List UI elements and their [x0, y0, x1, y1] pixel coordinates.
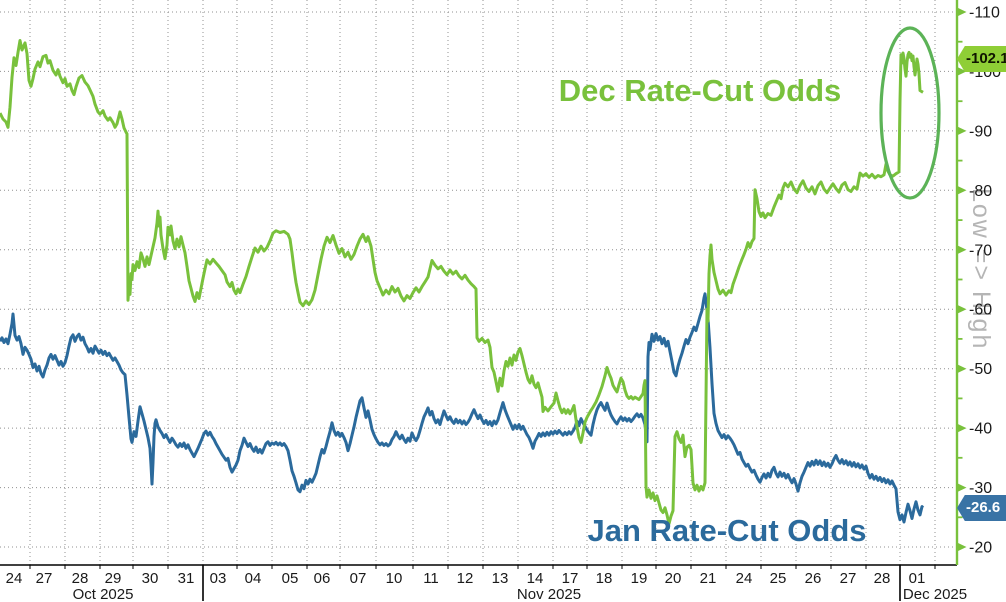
y-major-tick	[957, 185, 967, 195]
month-label: Oct 2025	[73, 586, 134, 602]
x-tick-label: 24	[6, 570, 23, 587]
x-tick-label: 14	[527, 570, 544, 587]
x-tick-label: 18	[596, 570, 613, 587]
jan-series-label: Jan Rate-Cut Odds	[587, 513, 867, 548]
x-tick-label: 26	[805, 570, 822, 587]
y-major-tick	[957, 126, 967, 136]
y-tick-label: -110	[969, 5, 1000, 22]
highlight-ellipse	[879, 26, 941, 200]
y-tick-label: -20	[969, 540, 992, 557]
y-tick-label: -60	[969, 302, 992, 319]
x-tick-label: 28	[874, 570, 891, 587]
x-tick-label: 24	[736, 570, 753, 587]
y-tick-label: -70	[969, 242, 992, 259]
y-major-tick	[957, 245, 967, 255]
x-tick-label: 31	[178, 570, 195, 587]
y-major-tick	[957, 542, 967, 552]
y-major-tick	[957, 423, 967, 433]
jan-last-value-badge: -26.6	[957, 495, 1006, 521]
x-tick-label: 20	[665, 570, 682, 587]
dec-series-label: Dec Rate-Cut Odds	[558, 73, 842, 108]
x-tick-label: 29	[105, 570, 122, 587]
y-major-tick	[957, 364, 967, 374]
x-tick-label: 05	[282, 570, 299, 587]
y-major-tick	[957, 304, 967, 314]
y-tick-label: -80	[969, 183, 992, 200]
x-tick-label: 11	[423, 570, 439, 587]
x-tick-label: 03	[210, 570, 227, 587]
y-major-tick	[957, 66, 967, 76]
x-tick-label: 07	[350, 570, 367, 587]
month-label: Nov 2025	[517, 586, 581, 602]
x-tick-label: 01	[909, 570, 926, 587]
dec-last-value-badge: -102.1	[957, 46, 1006, 72]
x-tick-label: 12	[457, 570, 474, 587]
x-tick-label: 13	[492, 570, 509, 587]
x-tick-label: 21	[700, 570, 717, 587]
x-tick-label: 25	[770, 570, 787, 587]
x-tick-label: 27	[840, 570, 857, 587]
x-tick-label: 27	[36, 570, 53, 587]
x-tick-label: 30	[142, 570, 159, 587]
month-label: Dec 2025	[903, 586, 967, 602]
y-tick-label: -40	[969, 421, 992, 438]
x-tick-label: 28	[72, 570, 89, 587]
y-tick-label: -30	[969, 480, 992, 497]
y-major-tick	[957, 483, 967, 493]
y-axis-direction-label: Low => High	[967, 188, 995, 351]
x-tick-label: 04	[245, 570, 262, 587]
series-line-jan	[0, 292, 925, 524]
y-tick-label: -50	[969, 361, 992, 378]
x-tick-label: 17	[562, 570, 579, 587]
x-tick-label: 19	[631, 570, 648, 587]
y-tick-label: -90	[969, 123, 992, 140]
series-line-dec	[0, 39, 924, 526]
x-tick-label: 10	[386, 570, 403, 587]
x-tick-label: 06	[314, 570, 331, 587]
y-major-tick	[957, 7, 967, 17]
